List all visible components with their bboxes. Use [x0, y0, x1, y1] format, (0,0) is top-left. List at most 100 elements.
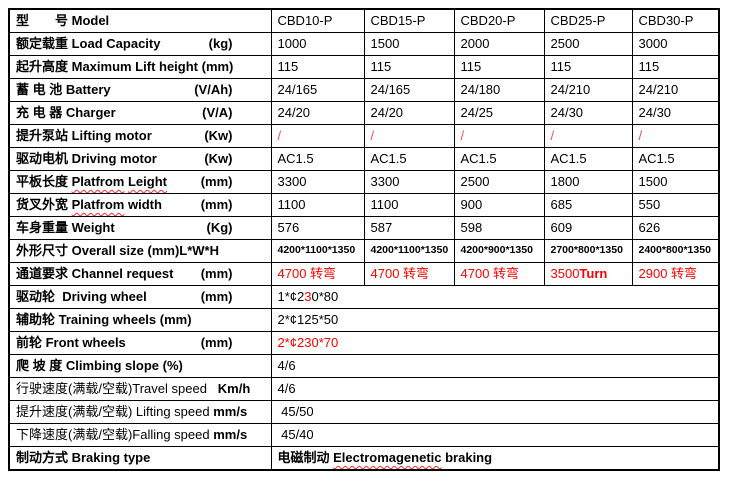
spec-label: 前轮 Front wheels (mm): [16, 334, 267, 350]
text-run: 24/210: [550, 81, 591, 97]
spec-value-cell: 电磁制动 Electromagenetic braking: [270, 446, 720, 471]
spec-value-cell: 115: [543, 55, 633, 79]
table-row-lifting-motor: 提升泵站 Lifting motor (Kw) / / / / /: [8, 124, 720, 148]
text-run: 通道要求 Channel request: [16, 265, 174, 281]
spec-label-cell: 提升速度(满载/空载) Lifting speed mm/s: [8, 400, 272, 424]
text-run: 平板长度: [16, 173, 72, 189]
text-run: 24/165: [370, 81, 411, 97]
spec-label: 行驶速度(满载/空载)Travel speed Km/h: [16, 380, 267, 396]
table-row-battery: 蓄 电 池 Battery (V/Ah) 24/165 24/165 24/180 24/…: [8, 78, 720, 102]
text-run: 1500: [638, 173, 668, 189]
spec-value-cell: 609: [543, 216, 633, 240]
spec-value-cell: 115: [631, 55, 720, 79]
spec-value-cell: AC1.5: [363, 147, 455, 171]
spec-value-cell: 4200*900*1350: [453, 239, 545, 263]
spec-value-cell: 24/20: [363, 101, 455, 125]
text-run: 驱动电机 Driving motor: [16, 150, 157, 166]
spec-label: 车身重量 Weight (Kg): [16, 219, 267, 235]
text-run: mm/s: [213, 403, 248, 419]
text-run: CBD30-P: [638, 12, 694, 28]
unit-label: (V/Ah): [194, 81, 233, 97]
spec-label-cell: 前轮 Front wheels (mm): [8, 331, 272, 355]
text-run: width: [124, 196, 162, 212]
unit-label: (mm): [200, 173, 233, 189]
text-run: 2700*800*1350: [550, 244, 623, 257]
text-run: 115: [550, 58, 572, 74]
spec-label: 爬 坡 度 Climbing slope (%): [16, 358, 267, 373]
unit-label: (mm): [200, 265, 233, 281]
spec-value-cell: 24/20: [270, 101, 365, 125]
spec-label-cell: 货叉外宽 Platfrom width (mm): [8, 193, 272, 217]
unit-label: (Kw): [204, 150, 233, 166]
spec-value-cell: 2700*800*1350: [543, 239, 633, 263]
text-run: 前轮 Front wheels: [16, 334, 126, 350]
spec-label: 型 号 Model: [16, 13, 267, 28]
text-run: 2000: [460, 35, 490, 51]
spec-value-cell: /: [453, 124, 545, 148]
spec-value-cell: 2*¢230*70: [270, 331, 720, 355]
text-run: AC1.5: [460, 150, 497, 166]
text-run: 24/210: [638, 81, 679, 97]
spec-label: 驱动轮 Driving wheel (mm): [16, 289, 267, 304]
table-row-model: 型 号 Model CBD10-P CBD15-P CBD20-P CBD25-P CBD…: [8, 8, 720, 33]
text-run: 115: [277, 58, 299, 74]
table-row-platform-width: 货叉外宽 Platfrom width (mm) 1100 1100 900 685 550: [8, 193, 720, 217]
text-run: 3000: [638, 35, 668, 51]
spec-value-cell: 1100: [270, 193, 365, 217]
spec-value-cell: CBD15-P: [363, 8, 455, 33]
spec-value-cell: 24/30: [631, 101, 720, 125]
spec-value-cell: 2000: [453, 32, 545, 56]
spec-label-cell: 驱动轮 Driving wheel (mm): [8, 285, 272, 309]
spec-label: 驱动电机 Driving motor (Kw): [16, 150, 267, 166]
unit-label: (mm): [200, 334, 233, 350]
text-run: 蓄 电 池 Battery: [16, 81, 111, 97]
spec-value-cell: 2500: [453, 170, 545, 194]
spec-value-cell: 24/30: [543, 101, 633, 125]
text-run: 2500: [550, 35, 580, 51]
text-run: 115: [638, 58, 660, 74]
text-run: CBD10-P: [277, 12, 333, 28]
spec-label: 制动方式 Braking type: [16, 450, 267, 465]
text-run: 587: [370, 219, 393, 235]
spec-label: 起升高度 Maximum Lift height (mm): [16, 59, 267, 74]
text-run: /: [550, 127, 555, 143]
spec-value-cell: AC1.5: [631, 147, 720, 171]
spec-value-cell: /: [543, 124, 633, 148]
text-run: 4200*900*1350: [460, 244, 533, 257]
text-run: 598: [460, 219, 483, 235]
text-run: 2*¢230*70: [277, 334, 339, 350]
text-run: /: [638, 127, 643, 143]
spec-label-cell: 下降速度(满载/空载)Falling speed mm/s: [8, 423, 272, 447]
text-run: 1100: [277, 196, 306, 212]
text-run: Turn: [579, 265, 608, 281]
spec-label-cell: 外形尺寸 Overall size (mm)L*W*H: [8, 239, 272, 263]
text-run: 辅助轮 Training wheels (mm): [16, 311, 192, 327]
spec-label-cell: 爬 坡 度 Climbing slope (%): [8, 354, 272, 378]
spec-value-cell: CBD10-P: [270, 8, 365, 33]
spec-value-cell: AC1.5: [270, 147, 365, 171]
spec-label-cell: 蓄 电 池 Battery (V/Ah): [8, 78, 272, 102]
text-run: Leight: [127, 173, 167, 189]
spec-value-cell: 576: [270, 216, 365, 240]
spec-label-cell: 制动方式 Braking type: [8, 446, 272, 471]
spec-value-cell: 1500: [363, 32, 455, 56]
text-run: 电磁制动: [277, 449, 334, 465]
text-run: 2*¢125*50: [277, 311, 339, 327]
spec-value-cell: AC1.5: [453, 147, 545, 171]
text-run: Km/h: [217, 380, 251, 396]
table-row-training-wheels: 辅助轮 Training wheels (mm) 2*¢125*50: [8, 308, 720, 332]
spec-value-cell: 626: [631, 216, 720, 240]
table-row-platform-length: 平板长度 Platfrom Leight (mm) 3300 3300 2500 1800…: [8, 170, 720, 194]
text-run: CBD15-P: [370, 12, 426, 28]
text-run: 24/165: [277, 81, 318, 97]
text-run: 4700 转弯: [460, 265, 520, 281]
text-run: 下降速度(满载/空载)Falling speed: [16, 426, 214, 442]
spec-value-cell: AC1.5: [543, 147, 633, 171]
spec-value-cell: 1100: [363, 193, 455, 217]
table-row-falling-speed: 下降速度(满载/空载)Falling speed mm/s 45/40: [8, 423, 720, 447]
spec-value-cell: 24/210: [631, 78, 720, 102]
unit-label: (Kg): [206, 219, 233, 235]
spec-value-cell: 4200*1100*1350: [363, 239, 455, 263]
text-run: braking: [441, 449, 493, 465]
text-run: 1100: [370, 196, 399, 212]
